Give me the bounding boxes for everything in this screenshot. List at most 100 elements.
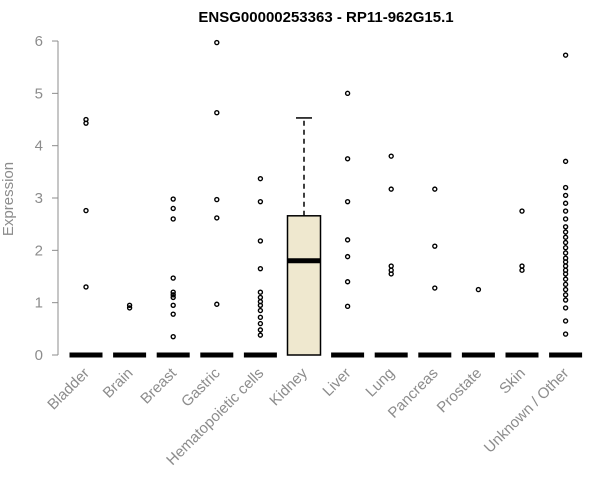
outlier-point (562, 224, 569, 230)
outlier-point (562, 263, 569, 269)
outlier-point (562, 250, 569, 256)
outlier-point (562, 286, 569, 293)
outlier-point (214, 196, 220, 203)
chart-title: ENSG00000253363 - RP11-962G15.1 (198, 9, 453, 26)
outlier-point (83, 207, 89, 214)
outlier-point (562, 281, 569, 288)
outlier-point (214, 215, 220, 221)
box-brain (113, 302, 147, 358)
outlier-point (170, 275, 176, 281)
outlier-point (344, 279, 351, 285)
outlier-point (562, 52, 569, 58)
outlier-point (257, 307, 264, 314)
outlier-point (388, 267, 394, 273)
outlier-point (344, 237, 351, 243)
outlier-point (562, 255, 569, 261)
box-bladder (69, 116, 103, 358)
outlier-point (257, 294, 264, 301)
outlier-point (562, 267, 569, 273)
outlier-point (432, 285, 438, 291)
outlier-point (388, 186, 394, 192)
x-tick-label: Bladder (44, 365, 93, 414)
outlier-point (170, 302, 176, 308)
box-iqr (286, 215, 322, 356)
y-tick-label: 3 (35, 190, 43, 207)
outlier-point (562, 158, 569, 165)
outlier-point (562, 318, 569, 324)
y-tick-label: 4 (35, 138, 43, 155)
box-gastric (200, 39, 234, 358)
outlier-point (170, 292, 176, 298)
outlier-point (344, 198, 351, 205)
outlier-point (214, 39, 220, 46)
y-tick-label: 2 (35, 242, 43, 259)
outlier-point (562, 297, 569, 303)
y-axis-label: Expression (0, 162, 17, 236)
outlier-point (432, 243, 438, 249)
outlier-point (562, 245, 569, 251)
outlier-point (257, 314, 264, 321)
outlier-point (562, 184, 569, 191)
outlier-point (257, 238, 264, 244)
x-tick-label: Liver (319, 365, 354, 400)
outlier-point (562, 276, 569, 282)
box-liver (331, 90, 365, 358)
box-breast (156, 196, 190, 358)
outlier-point (170, 216, 176, 222)
outlier-point (562, 234, 569, 240)
outlier-point (519, 208, 525, 214)
outlier-point (126, 305, 133, 311)
x-tick-label: Brain (100, 365, 137, 402)
outlier-point (432, 186, 438, 192)
x-tick-label: Kidney (266, 364, 311, 409)
outlier-point (519, 267, 525, 273)
outlier-point (170, 294, 176, 301)
outlier-point (344, 156, 351, 162)
outlier-point (214, 301, 220, 307)
box-prostate (461, 286, 495, 358)
outlier-point (257, 265, 264, 272)
box-hematopoietic-cells (243, 175, 277, 358)
outlier-point (170, 196, 176, 202)
box-skin (505, 208, 539, 358)
box-unknown-other (549, 52, 583, 358)
outlier-point (562, 331, 569, 337)
box-pancreas (418, 186, 452, 358)
outlier-point (83, 284, 89, 290)
outlier-point (562, 229, 569, 235)
outlier-point (388, 153, 394, 159)
outlier-point (388, 263, 394, 269)
box-lung (374, 153, 408, 358)
outlier-point (257, 175, 264, 182)
outlier-point (562, 216, 569, 222)
outlier-point (170, 289, 176, 295)
outlier-point (344, 303, 351, 310)
outlier-point (562, 239, 569, 246)
outlier-point (257, 332, 264, 338)
outlier-point (562, 208, 569, 214)
outlier-point (170, 205, 176, 212)
outlier-point (126, 302, 133, 308)
outlier-point (475, 286, 482, 293)
outlier-point (257, 327, 264, 333)
outlier-point (170, 333, 176, 340)
outlier-point (257, 289, 264, 295)
boxes-group (69, 39, 583, 358)
outlier-point (562, 305, 569, 311)
outlier-point (83, 116, 89, 123)
outlier-point (257, 198, 264, 205)
outlier-point (562, 292, 569, 298)
outlier-point (562, 200, 569, 206)
outlier-point (344, 253, 351, 260)
outlier-point (257, 320, 264, 327)
outlier-point (562, 192, 569, 199)
x-tick-label: Breast (137, 364, 180, 407)
y-tick-label: 6 (35, 33, 43, 50)
outlier-point (344, 90, 351, 97)
x-tick-label: Skin (496, 365, 529, 398)
y-tick-label: 1 (35, 295, 43, 312)
x-tick-label: Prostate (434, 365, 486, 417)
outlier-point (170, 311, 176, 317)
